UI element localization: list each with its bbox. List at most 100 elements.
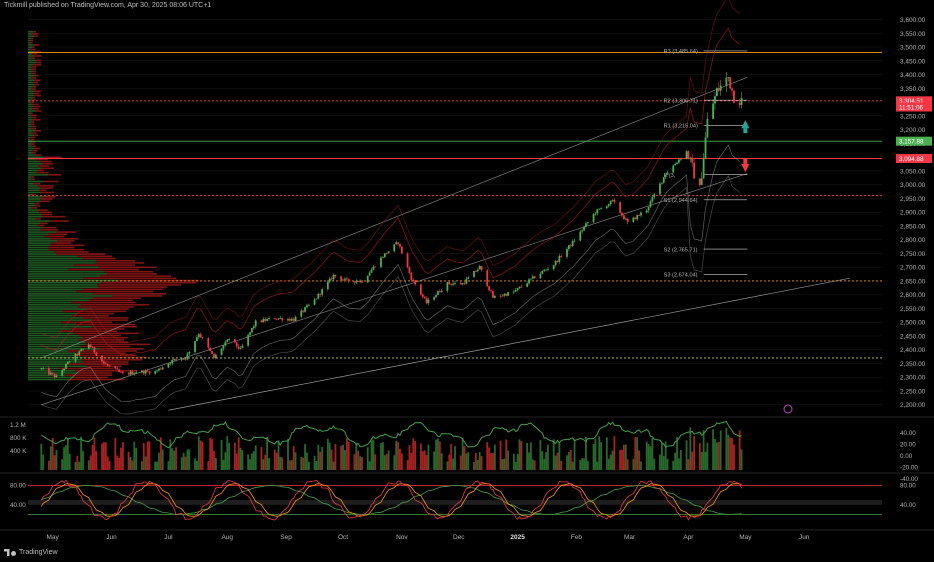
candle-body — [370, 269, 373, 273]
volume-bar — [566, 455, 568, 470]
volume-bar — [182, 452, 185, 470]
oscillator-left-tick: 80.00 — [10, 483, 26, 490]
volume-profile-bar-up — [28, 222, 41, 225]
candle-body — [374, 266, 377, 268]
volume-bar — [53, 455, 56, 470]
volume-profile-bar-down — [82, 317, 129, 319]
volume-profile-bar-up — [28, 240, 58, 242]
candle-body — [539, 273, 542, 279]
candle-body — [357, 281, 360, 283]
volume-bar — [55, 449, 58, 470]
candle-body — [262, 318, 265, 323]
volume-profile-bar-up — [28, 68, 32, 70]
candle-body — [410, 273, 413, 280]
volume-profile-bar-up — [28, 220, 50, 222]
volume-profile-bar-up — [28, 321, 62, 324]
candle-body — [82, 348, 84, 350]
volume-profile-bar-down — [32, 85, 37, 88]
volume-bar — [199, 440, 202, 470]
volume-profile-bar-down — [40, 198, 53, 200]
volume-profile-bar-up — [28, 317, 83, 319]
volume-bar — [731, 438, 733, 470]
candle-body — [493, 295, 496, 298]
volume-profile-bar-up — [28, 88, 32, 90]
volume-bar — [95, 451, 98, 470]
candle-body — [719, 85, 722, 91]
volume-bar — [345, 438, 348, 470]
main-price-panel: 3,600.00 3,550.00 3,500.00 3,450.00 3,400.00… — [28, 0, 932, 415]
volume-bar — [393, 455, 396, 470]
candle-body — [372, 266, 375, 270]
candle-body — [488, 286, 491, 291]
candle-body — [169, 363, 172, 365]
volume-bar — [463, 445, 466, 470]
volume-bar — [533, 460, 536, 470]
volume-profile-bar-up — [28, 176, 32, 178]
volume-profile-bar-down — [35, 110, 42, 112]
candle-body — [543, 270, 546, 272]
volume-bar — [541, 451, 544, 470]
volume-bar — [583, 458, 585, 470]
trendline — [168, 277, 850, 411]
candle-body — [492, 291, 494, 298]
volume-profile-bar-down — [33, 44, 40, 46]
volume-bar — [135, 447, 138, 470]
volume-profile-bar-down — [85, 343, 151, 346]
volume-bar — [247, 454, 250, 470]
candle-body — [619, 202, 622, 213]
volume-bar — [512, 453, 515, 470]
candle-body — [254, 320, 257, 327]
volume-profile-bar-down — [77, 372, 112, 374]
volume-profile-bar-up — [28, 189, 40, 192]
candle-body — [89, 344, 92, 348]
candle-body — [194, 340, 196, 352]
candle-body — [133, 373, 136, 375]
volume-profile-bar-up — [28, 345, 81, 348]
volume-bar — [719, 430, 722, 470]
volume-profile-bar-up — [28, 286, 99, 288]
volume-profile-bar-down — [35, 158, 48, 161]
candle-body — [108, 365, 111, 367]
time-tick-label: May — [47, 534, 60, 541]
candle-body — [214, 354, 217, 358]
volume-profile-bar-up — [28, 235, 45, 238]
candle-body — [727, 77, 730, 78]
candle-body — [287, 319, 289, 321]
volume-profile-bar-down — [36, 61, 41, 64]
price-tick-label: 3,350.00 — [900, 86, 926, 93]
volume-bar — [131, 460, 134, 470]
volume-profile-bar-down — [34, 202, 40, 205]
candle-body — [621, 212, 623, 216]
price-tick-label: 2,950.00 — [900, 196, 926, 203]
price-tick-label: 3,200.00 — [900, 127, 926, 134]
momentum-tick-label: -40.00 — [900, 476, 918, 483]
volume-bar — [167, 461, 170, 470]
volume-bar — [438, 441, 441, 470]
volume-profile-bar-up — [28, 63, 33, 66]
volume-profile-bar-down — [31, 114, 38, 117]
volume-bar — [156, 461, 158, 470]
volume-profile-bar-down — [35, 59, 42, 62]
volume-bar — [209, 437, 212, 470]
candle-body — [144, 370, 147, 374]
volume-bar — [121, 441, 124, 470]
trendline — [41, 173, 748, 406]
volume-profile-bar-down — [34, 90, 41, 92]
volume-bar — [211, 438, 213, 470]
volume-profile-bar-down — [48, 174, 62, 176]
volume-profile-bar-up — [28, 147, 35, 150]
candle-body — [251, 328, 253, 333]
volume-profile-bar-up — [28, 284, 98, 286]
candle-body — [530, 278, 532, 280]
price-tick-label: 2,200.00 — [900, 402, 926, 409]
candle-body — [691, 157, 694, 163]
oscillator-panel: 80.00 40.00 80.00 40.00 — [0, 472, 934, 521]
time-tick-label: Dec — [453, 534, 465, 541]
candle-body — [47, 368, 50, 375]
volume-profile-bar-down — [40, 222, 48, 225]
candle-body — [653, 194, 656, 198]
volume-bar — [729, 437, 732, 470]
volume-profile-bar-down — [96, 259, 136, 262]
candle-body — [421, 294, 424, 297]
